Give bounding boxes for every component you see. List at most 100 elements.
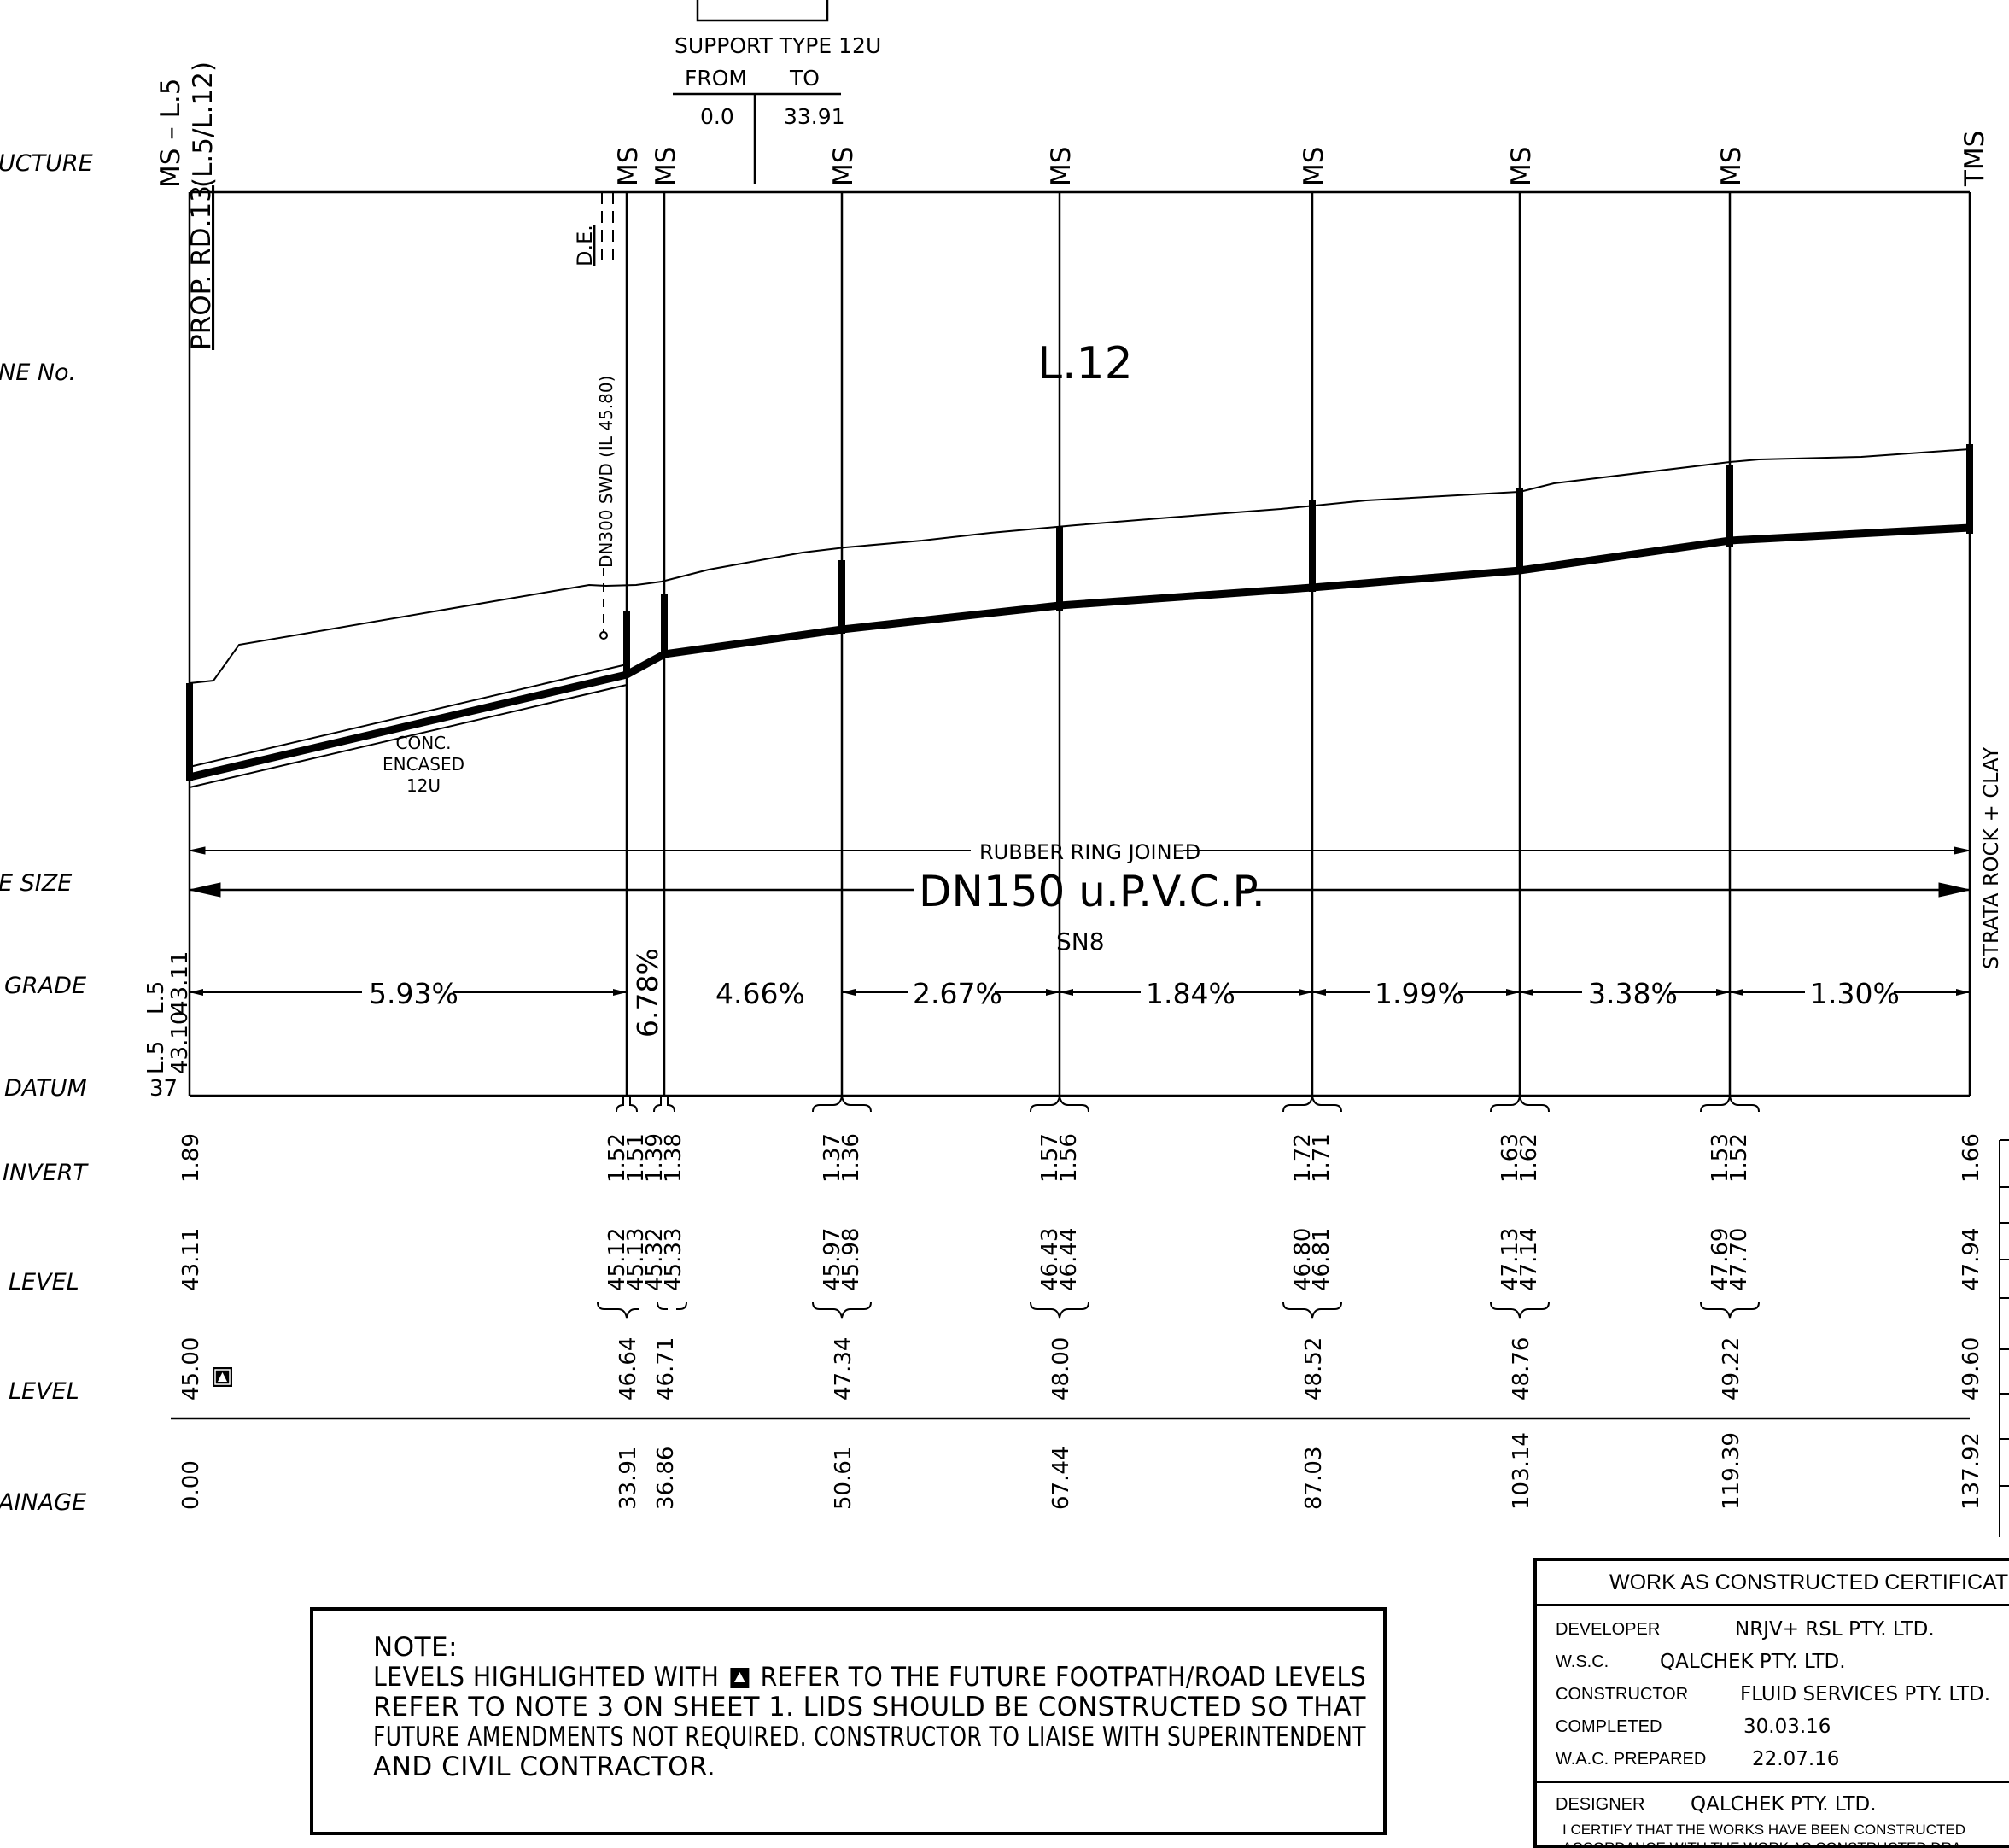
wac-row-designer: DESIGNER QALCHEK PTY. LTD. [1537,1788,2009,1821]
invert-depth: 1.36 [838,1133,864,1183]
chainage-value: 36.86 [653,1447,679,1510]
datum-value: 37 [149,1076,178,1102]
prepared-value: 22.07.16 [1752,1748,1839,1770]
label-datum: DATUM [4,1075,87,1102]
invert-level: 47.94 [1959,1228,1984,1291]
surface-level: 46.64 [616,1337,641,1401]
note-line-1b: REFER TO THE FUTURE FOOTPATH/ROAD LEVELS [761,1662,1367,1693]
conc-note-line: 12U [406,775,441,796]
structure-label: MS [651,147,681,186]
constructor-label: CONSTRUCTOR [1556,1685,1688,1705]
surface-level: 48.00 [1048,1337,1074,1401]
invert-depth: 1.56 [1056,1133,1082,1183]
invert-level: 47.14 [1516,1228,1542,1291]
label-level-2: LEVEL [9,1378,79,1405]
invert-depth: 1.38 [661,1133,686,1183]
constructor-value: FLUID SERVICES PTY. LTD. [1740,1683,1990,1705]
chainage-value: 67.44 [1048,1447,1074,1510]
strata-label: STRATA ROCK + CLAY [1979,746,2003,969]
start-label-line2: (L.5/L.12) [188,61,219,188]
wac-row-completed: COMPLETED 30.03.16 [1537,1711,2009,1743]
label-level-1: LEVEL [9,1269,79,1295]
wac-row-prepared: W.A.C. PREPARED 22.07.16 [1537,1743,2009,1775]
developer-value: NRJV+ RSL PTY. LTD. [1735,1618,1935,1640]
support-from-value: 0.0 [700,104,734,129]
label-line-no: NE No. [0,360,76,386]
surface-level: 48.52 [1301,1337,1327,1401]
right-edge-table [2000,1140,2009,1537]
start-structure-label: MS – L.5 (L.5/L.12) PROP. RD.13 [155,61,219,350]
wsc-label: W.S.C. [1556,1652,1609,1672]
invert-depth: 1.52 [1726,1133,1752,1183]
prepared-label: W.A.C. PREPARED [1556,1750,1706,1769]
structure-label: MS [1506,147,1537,186]
grade-value: 3.38% [1588,977,1678,1010]
invert-depth: 1.66 [1959,1133,1984,1183]
manhole-bars [190,444,1970,781]
chainage-value: 0.00 [178,1460,204,1510]
structure-label: MS [828,147,859,186]
note-line-2: REFER TO NOTE 3 ON SHEET 1. LIDS SHOULD … [373,1693,1370,1722]
conc-note-line: CONC. [396,733,452,753]
invert-depth: 1.89 [178,1133,204,1183]
structure-label: MS [613,147,644,186]
chainage-value: 87.03 [1301,1447,1327,1510]
surface-level: 46.71 [653,1337,679,1401]
grade-value: 1.99% [1375,977,1464,1010]
note-line-1: LEVELS HIGHLIGHTED WITH REFER TO THE FUT… [373,1663,1296,1693]
row-labels: UCTURE NE No. E SIZE GRADE DATUM INVERT … [0,150,93,1516]
structure-label: TMS [1959,131,1990,187]
swd-label: DN300 SWD (IL 45.80) [596,376,616,568]
designer-label: DESIGNER [1556,1795,1644,1815]
label-pipe-size: E SIZE [0,870,72,897]
structure-label: MS [1046,147,1077,186]
surface-level: 49.60 [1959,1337,1984,1401]
upper-l5-value: 43.11 [167,951,193,1015]
wac-row-developer: DEVELOPER NRJV+ RSL PTY. LTD. [1537,1613,2009,1646]
invert-level: 45.33 [661,1228,686,1291]
wac-title: WORK AS CONSTRUCTED CERTIFICATIO [1537,1561,2009,1606]
chainage-value: 50.61 [831,1447,856,1510]
surface-level: 48.76 [1509,1337,1534,1401]
completed-label: COMPLETED [1556,1717,1662,1737]
support-to-value: 33.91 [784,104,845,129]
future-level-marker-icon [731,1668,750,1688]
future-level-marker-icon [213,1367,232,1387]
wac-cert-line-1: I CERTIFY THAT THE WORKS HAVE BEEN CONST… [1537,1821,2009,1839]
pipe-invert-line [190,528,1970,777]
prop-road-label: PROP. RD.13 [186,185,217,350]
invert-level: 46.81 [1309,1228,1334,1291]
de-marker: D.E. [573,192,613,266]
lower-l5-label: L.5 [143,1041,169,1074]
start-label-line1: MS – L.5 [155,79,186,188]
invert-depth: 1.62 [1516,1133,1542,1183]
label-chainage: AINAGE [0,1489,86,1516]
note-box: NOTE: LEVELS HIGHLIGHTED WITH REFER TO T… [310,1607,1387,1835]
support-to-label: TO [789,66,820,91]
wac-cert-line-2: ACCORDANCE WITH THE WORK AS CONSTRUCTED … [1537,1839,2009,1848]
structure-label: MS [1716,147,1747,186]
grade-value: 4.66% [715,977,805,1010]
note-line-3: FUTURE AMENDMENTS NOT REQUIRED. CONSTRUC… [373,1722,1188,1752]
invert-depth: 1.71 [1309,1133,1334,1183]
invert-level: 47.70 [1726,1228,1752,1291]
note-title: NOTE: [373,1633,1383,1663]
grade-value: 2.67% [913,977,1002,1010]
pipe-joint-label: RUBBER RING JOINED [979,840,1200,864]
grade-value: 1.84% [1146,977,1235,1010]
designer-value: QALCHEK PTY. LTD. [1691,1793,1877,1816]
level-braces [598,1302,1759,1318]
pipe-size-label: DN150 u.P.V.C.P. [919,867,1265,916]
conc-note-line: ENCASED [383,754,464,775]
surface-level: 45.00 [178,1337,204,1401]
support-from-label: FROM [685,66,747,91]
de-label: D.E. [573,225,597,266]
completed-value: 30.03.16 [1743,1716,1831,1738]
invert-level: 45.98 [838,1228,864,1291]
swd-crossing: DN300 SWD (IL 45.80) [596,376,616,639]
surface-profile-line [190,449,1970,683]
wac-row-constructor: CONSTRUCTOR FLUID SERVICES PTY. LTD. [1537,1678,2009,1711]
chainage-value: 137.92 [1959,1432,1984,1510]
surface-level: 47.34 [831,1337,856,1401]
grade-value: 1.30% [1810,977,1900,1010]
